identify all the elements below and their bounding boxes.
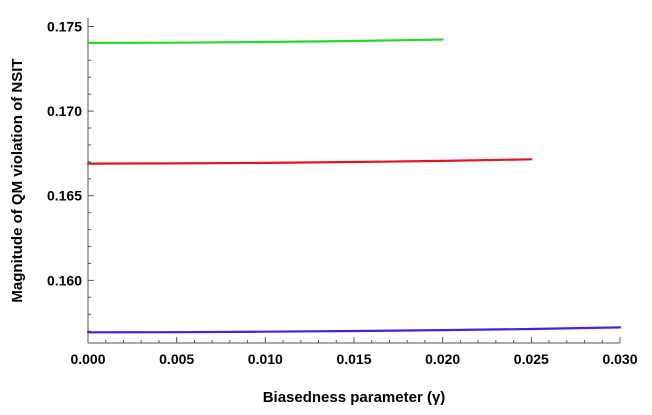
x-tick-label: 0.020 [425,351,460,367]
x-tick-label: 0.005 [159,351,194,367]
x-axis-title: Biasedness parameter (γ) [263,389,446,406]
x-tick-label: 0.010 [248,351,283,367]
series-line-2 [86,158,533,165]
y-tick-label: 0.175 [47,18,82,34]
series-line-1 [86,38,444,45]
x-tick-label: 0.000 [70,351,105,367]
y-tick-label: 0.165 [47,188,82,204]
series-layer [86,38,622,334]
series-line-3 [86,326,622,334]
y-axis-title: Magnitude of QM violation of NSIT [9,58,26,302]
x-tick-label: 0.025 [514,351,549,367]
y-tick-label: 0.170 [47,103,82,119]
axes: 0.000 0.005 0.010 0.015 0.020 0.025 0.030 0.160… [47,18,638,367]
y-tick-label: 0.160 [47,272,82,288]
x-tick-label: 0.015 [336,351,371,367]
x-tick-label: 0.030 [602,351,637,367]
